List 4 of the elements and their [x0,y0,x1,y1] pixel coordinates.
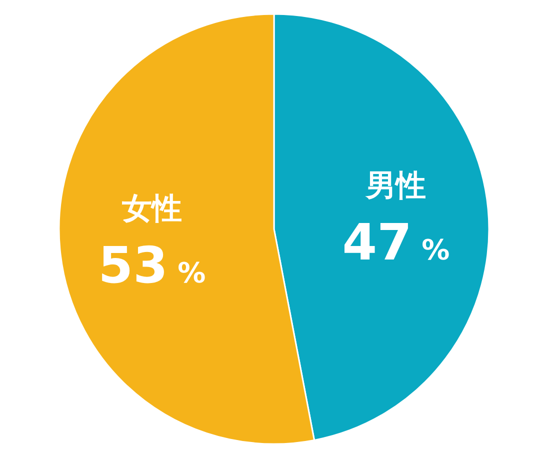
data-label: 53 % [98,236,206,295]
data-label: 47 % [342,213,450,272]
slice-label: 女性 [120,192,182,227]
slice-label: 男性 [365,168,426,204]
